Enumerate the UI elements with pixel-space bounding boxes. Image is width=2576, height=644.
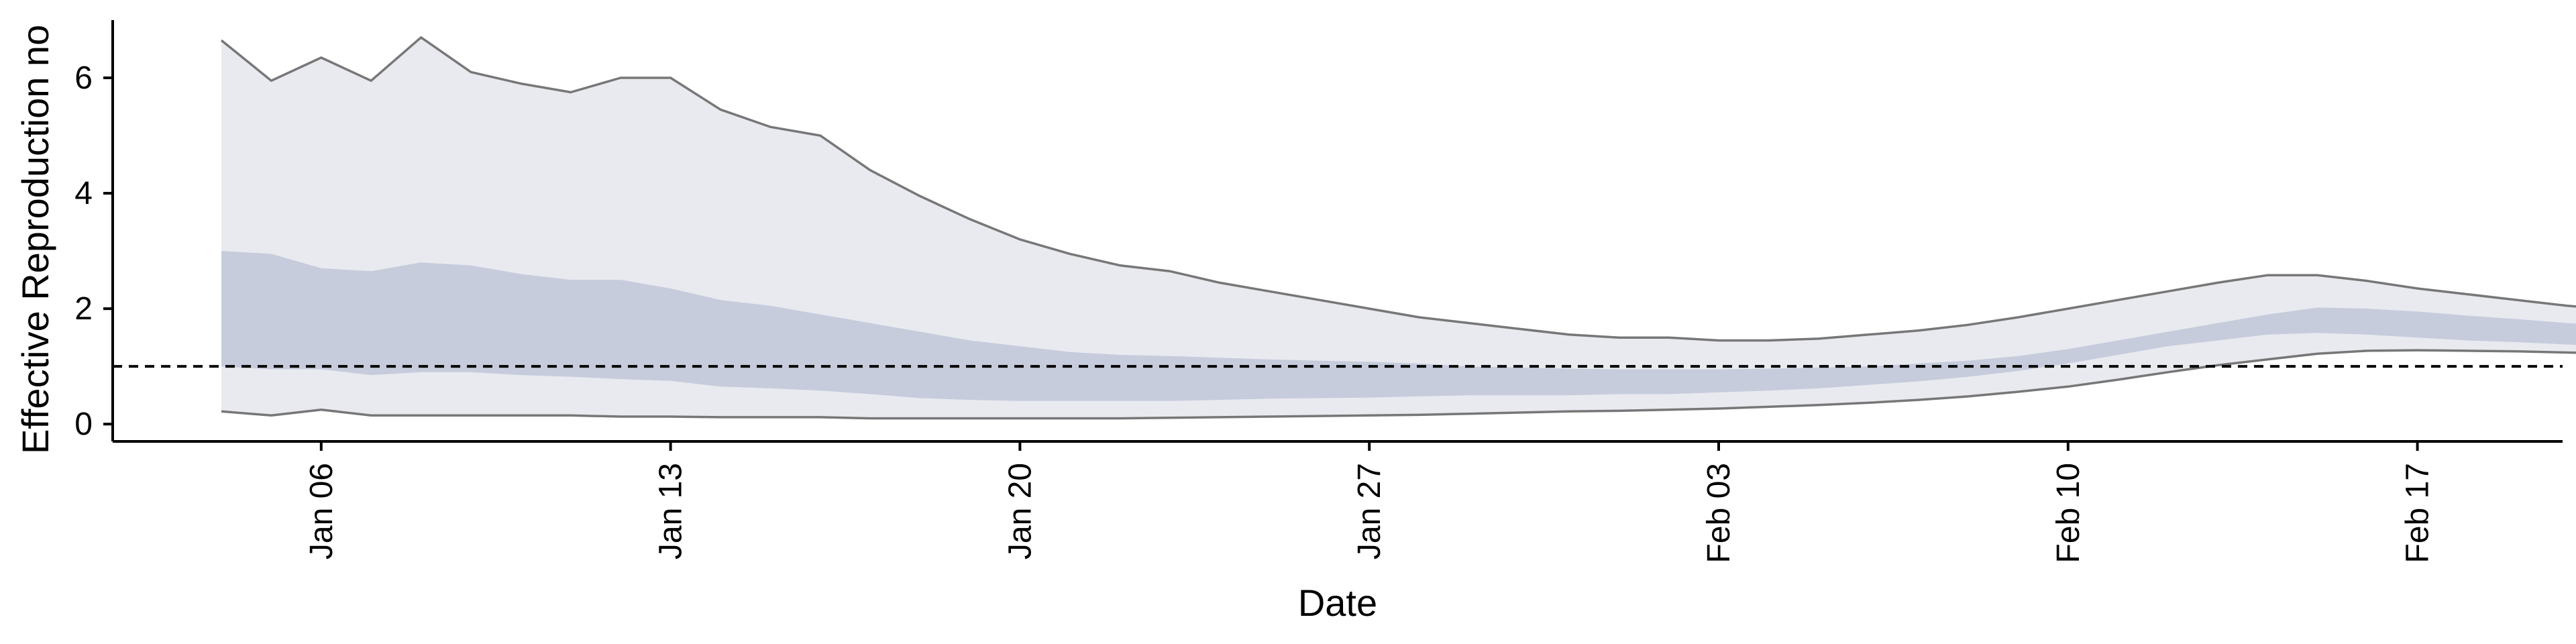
x-tick-label: Jan 27 [1352,463,1387,559]
y-tick-label: 2 [74,291,93,327]
y-tick-label: 0 [74,407,93,442]
x-tick-label: Jan 06 [304,463,339,559]
x-tick-label: Jan 13 [653,463,689,559]
axes [111,20,2563,443]
x-tick-label: Jan 20 [1002,463,1038,559]
x-ticks: Jan 06 Jan 13 Jan 20 Jan 27 Feb 03 Feb 10 Feb … [304,441,2436,563]
ci95-lower-line [221,349,2576,420]
ci95-upper-line [220,36,2576,342]
x-tick-label: Feb 17 [2400,463,2436,563]
y-ticks: 0 2 4 6 [74,60,113,442]
y-tick-label: 6 [74,60,93,96]
x-tick-label: Feb 10 [2051,463,2086,563]
x-tick-label: Feb 03 [1701,463,1737,563]
ci50-band [221,251,2576,401]
x-axis-title: Date [1298,582,1377,624]
y-axis-title: Effective Reproduction no [14,25,56,454]
credible-interval-bands [221,37,2576,419]
interval-edge-lines [220,36,2576,420]
y-tick-label: 4 [74,176,93,211]
